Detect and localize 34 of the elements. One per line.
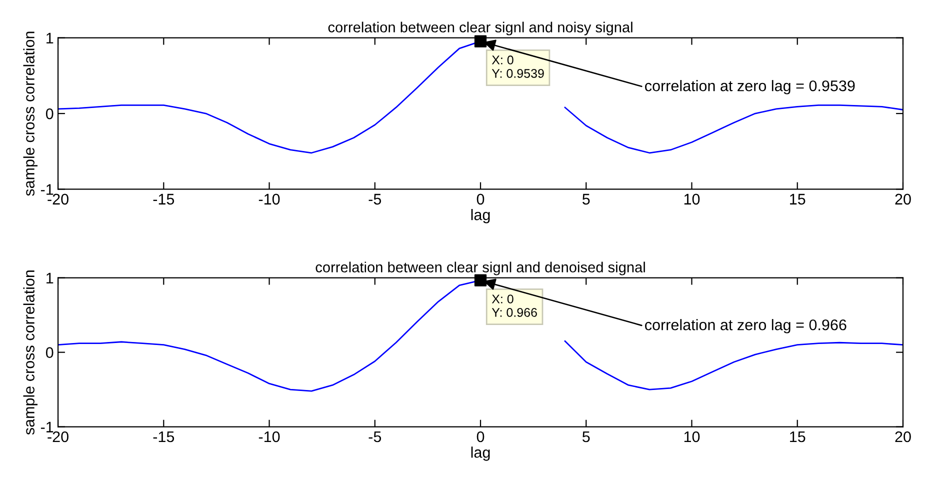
annotation: correlation at zero lag = 0.966 — [645, 319, 846, 334]
x-tick-label: -10 — [258, 194, 280, 205]
y-tick-label: -1 — [40, 184, 54, 195]
chart-title: correlation between clear signl and noisy signal — [328, 22, 632, 36]
x-tick-label: -10 — [258, 431, 280, 442]
y-tick-label: 0 — [46, 108, 54, 120]
x-tick-label: 20 — [895, 431, 911, 442]
x-tick-label: 10 — [684, 194, 700, 205]
y-tick-label: 1 — [46, 272, 54, 284]
y-axis-title: sample cross correlation — [23, 32, 38, 196]
x-tick-label: 20 — [895, 194, 911, 205]
x-axis-title: lag — [471, 209, 490, 224]
x-tick-label: 15 — [790, 194, 806, 205]
x-tick-label: 10 — [684, 431, 700, 442]
annotation: correlation at zero lag = 0.9539 — [645, 80, 855, 94]
x-tick-label: -20 — [48, 194, 68, 205]
x-tick-label: 0 — [476, 194, 484, 205]
x-tick-label: 5 — [582, 194, 590, 205]
x-tick-label: 15 — [790, 432, 806, 442]
y-axis-title: sample cross correlation — [23, 270, 38, 435]
x-tick-label: 0 — [476, 431, 484, 442]
x-tick-label: -15 — [153, 432, 174, 442]
y-tick-label: -1 — [40, 422, 54, 432]
x-tick-label: 5 — [582, 432, 590, 442]
x-tick-label: -5 — [368, 194, 382, 205]
x-axis-title: lag — [471, 446, 490, 461]
x-tick-label: -5 — [368, 432, 382, 442]
annotation: X: 0 Y: 0.966 — [492, 294, 537, 317]
y-tick-label: 0 — [46, 347, 54, 358]
annotation: X: 0 Y: 0.9539 — [492, 56, 544, 78]
x-tick-label: -15 — [153, 194, 174, 205]
y-tick-label: 1 — [46, 32, 54, 44]
chart-title: correlation between clear signl and denoised signal — [316, 262, 645, 276]
x-tick-label: -20 — [48, 431, 68, 442]
